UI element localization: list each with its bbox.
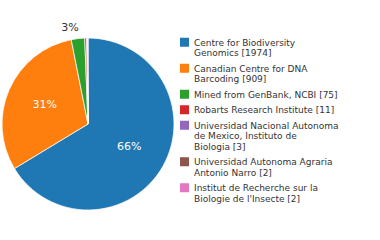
legend-item: Institut de Recherche sur laBiologie de … [180,183,318,204]
legend-label-line: Biologia [3] [194,142,246,152]
legend-label-line: Antonio Narro [2] [194,168,272,178]
legend-label-line: Robarts Research Institute [11] [194,105,334,115]
pie-labels: 66% 31% 3% [32,21,141,153]
legend-label-line: Universidad Autonoma Agraria [194,157,332,167]
legend-swatch [180,183,189,192]
legend-swatch [180,38,189,47]
legend-item: Canadian Centre for DNABarcoding [909] [180,64,308,85]
pie-slice [87,38,88,124]
legend-label-line: Canadian Centre for DNA [194,64,308,74]
legend-label-line: Universidad Nacional Autonoma [194,121,339,131]
legend-label-line: Mined from GenBank, NCBI [75] [194,90,338,100]
pie-slice [71,38,88,124]
legend-item: Robarts Research Institute [11] [180,105,334,115]
pie-slice [87,38,88,124]
pie-label: 66% [117,140,141,153]
legend-label-line: Biologie de l'Insecte [2] [194,194,300,204]
legend-label: Mined from GenBank, NCBI [75] [194,90,338,100]
legend-item: Universidad Autonoma AgrariaAntonio Narr… [180,157,332,178]
legend: Centre for BiodiversityGenomics [1974] Ca… [180,38,339,204]
pie [2,38,174,210]
legend-item: Centre for BiodiversityGenomics [1974] [180,38,296,59]
chart: 66% 31% 3% Centre for BiodiversityGenomics … [0,0,380,240]
legend-label: Centre for BiodiversityGenomics [1974] [194,38,296,59]
pie-label: 31% [32,98,56,111]
pie-label: 3% [61,21,78,34]
legend-label: Universidad Autonoma AgrariaAntonio Narr… [194,157,332,178]
legend-swatch [180,64,189,73]
legend-label-line: de Mexico, Instituto de [194,131,297,141]
legend-label-line: Centre for Biodiversity [194,38,296,48]
legend-swatch [180,105,189,114]
legend-label: Robarts Research Institute [11] [194,105,334,115]
pie-slice [87,38,89,124]
legend-label-line: Genomics [1974] [194,48,271,58]
legend-swatch [180,121,189,130]
legend-item: Mined from GenBank, NCBI [75] [180,90,338,100]
legend-label: Canadian Centre for DNABarcoding [909] [194,64,308,85]
pie-slice [85,38,88,124]
legend-label: Institut de Recherche sur laBiologie de … [194,183,318,204]
legend-label-line: Barcoding [909] [194,74,266,84]
legend-item: Universidad Nacional Autonomade Mexico, … [180,121,339,152]
legend-label-line: Institut de Recherche sur la [194,183,318,193]
legend-label: Universidad Nacional Autonomade Mexico, … [194,121,339,152]
legend-swatch [180,90,189,99]
legend-swatch [180,157,189,166]
